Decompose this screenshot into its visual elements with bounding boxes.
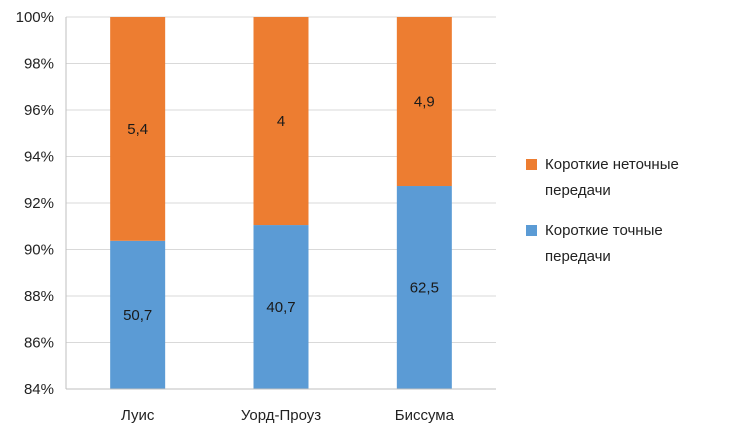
data-label: 5,4 [127, 121, 148, 138]
y-axis: 84% 86% 88% 90% 92% 94% 96% 98% 100% [16, 9, 67, 398]
y-tick-label: 86% [24, 335, 54, 352]
legend-label: передачи [545, 248, 611, 265]
legend-swatch [526, 159, 537, 170]
y-tick-label: 84% [24, 381, 54, 398]
bar-segment [110, 240, 166, 389]
bar-segment [396, 17, 452, 187]
legend-label: Короткие точные [545, 222, 663, 239]
data-labels: 50,7 5,4 40,7 4 62,5 4,9 [123, 94, 439, 324]
data-label: 62,5 [410, 280, 439, 297]
bar-segment [253, 225, 309, 389]
x-axis: Луис Уорд-Проуз Биссума [66, 388, 496, 424]
legend-label: Короткие неточные [545, 156, 679, 173]
legend: Короткие неточные передачи Короткие точные… [526, 156, 679, 265]
bar-segment [110, 17, 166, 241]
data-label: 50,7 [123, 307, 152, 324]
bars [110, 17, 452, 389]
y-tick-label: 98% [24, 56, 54, 73]
legend-swatch [526, 225, 537, 236]
x-tick-label: Луис [121, 407, 155, 424]
data-label: 40,7 [266, 299, 295, 316]
x-tick-label: Уорд-Проуз [241, 407, 321, 424]
y-tick-label: 94% [24, 149, 54, 166]
bar-segment [253, 17, 309, 226]
data-label: 4 [277, 113, 285, 130]
bar-segment [396, 186, 452, 389]
x-tick-label: Биссума [395, 407, 455, 424]
y-tick-label: 96% [24, 102, 54, 119]
data-label: 4,9 [414, 94, 435, 111]
legend-label: передачи [545, 182, 611, 199]
y-tick-label: 92% [24, 195, 54, 212]
y-tick-label: 100% [16, 9, 54, 26]
y-tick-label: 90% [24, 242, 54, 259]
y-tick-label: 88% [24, 288, 54, 305]
